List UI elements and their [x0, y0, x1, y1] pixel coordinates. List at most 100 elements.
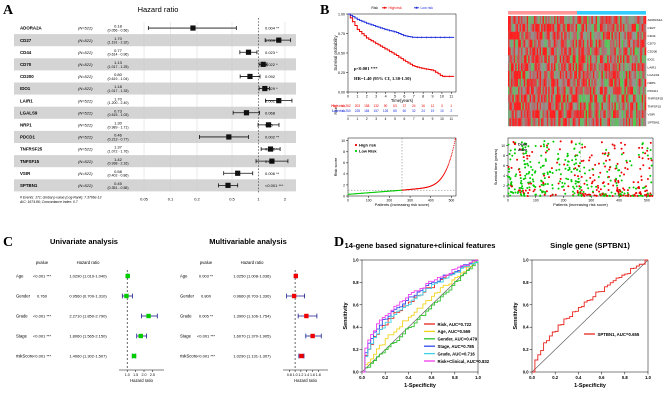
forest-row-hr-value: 0.73: [114, 108, 123, 113]
survival-scatter-point: [640, 178, 643, 181]
heatmap-cell: [548, 16, 550, 25]
heatmap-cell: [610, 16, 612, 25]
survival-scatter-point: [548, 170, 551, 173]
heatmap-cell: [612, 16, 615, 25]
survival-scatter-point: [547, 148, 550, 151]
heatmap-cell: [578, 86, 581, 95]
heatmap-cell: [625, 55, 628, 64]
forest-row-pvalue: 0.004 **: [265, 26, 280, 31]
survival-scatter-point: [624, 194, 627, 197]
heatmap-cell: [528, 102, 530, 111]
survival-scatter-point: [637, 181, 640, 184]
heatmap-cell: [542, 39, 545, 48]
heatmap-cell: [631, 71, 634, 80]
heatmap-cell: [558, 55, 560, 64]
heatmap-cell: [614, 47, 617, 56]
heatmap-cell: [546, 118, 549, 127]
risk-score-point: [455, 138, 457, 140]
heatmap-cell: [641, 94, 644, 103]
heatmap-cell: [546, 102, 549, 111]
survival-scatter-point: [571, 159, 574, 162]
heatmap-cell: [509, 94, 512, 103]
heatmap-cell: [601, 31, 604, 40]
heatmap-cell: [529, 63, 532, 72]
survival-scatter-point: [588, 169, 591, 172]
survival-scatter-point: [623, 173, 626, 176]
heatmap-cell: [543, 118, 546, 127]
survival-scatter-point: [529, 160, 532, 163]
heatmap-cell: [617, 78, 619, 87]
heatmap-cell: [538, 55, 540, 64]
heatmap-cell: [566, 16, 569, 25]
survival-scatter-point: [564, 159, 567, 162]
heatmap-cell: [621, 39, 624, 48]
heatmap-cell: [605, 55, 608, 64]
risk-table-title: Risk: [334, 107, 338, 114]
heatmap-cell: [568, 110, 571, 119]
heatmap-cell: [531, 86, 533, 95]
heatmap-cell: [512, 71, 514, 80]
heatmap-cell: [551, 63, 553, 72]
table-row-stripe: [14, 82, 296, 95]
panel-c-cox-analysis: Univariate analysis pvalue Hazard ratio Age…: [0, 228, 332, 404]
heatmap-cell: [598, 63, 601, 72]
heatmap-cell: [637, 86, 640, 95]
heatmap-cell: [608, 63, 611, 72]
panel-c-row-hazard-ratio: 1.0290 (1.131-1.307): [233, 354, 271, 359]
heatmap-cell: [615, 16, 618, 25]
survival-scatter-point: [607, 183, 610, 186]
heatmap-cell: [548, 94, 550, 103]
heatmap-cell: [611, 110, 614, 119]
heatmap-cell: [582, 118, 585, 127]
heatmap-cell: [526, 94, 529, 103]
heatmap-cell: [594, 78, 596, 87]
heatmap-cell: [581, 86, 583, 95]
heatmap-cell: [604, 118, 606, 127]
heatmap-cell: [621, 86, 624, 95]
panel-a-title: Hazard ratio: [138, 5, 179, 14]
heatmap-cell: [516, 23, 519, 32]
heatmap-cell: [617, 118, 619, 127]
heatmap-cell: [561, 94, 563, 103]
panel-c-row-hazard-ratio: 1.6070 (1.370-1.905): [233, 334, 271, 339]
survival-scatter-point: [581, 146, 584, 149]
heatmap-cell: [516, 39, 519, 48]
heatmap-cell: [601, 118, 604, 127]
survival-scatter-point: [647, 157, 650, 160]
heatmap-cell: [612, 71, 615, 80]
heatmap-cell: [518, 55, 520, 64]
heatmap-cell: [526, 47, 529, 56]
risk-score-point: [449, 158, 451, 160]
km-x-tick-label: 6: [403, 95, 405, 99]
survival-scatter-point: [546, 146, 549, 149]
heatmap-cell: [640, 78, 642, 87]
heatmap-cell: [554, 86, 556, 95]
heatmap-cell: [597, 118, 599, 127]
panel-c-row-pvalue: <0.001 ***: [33, 334, 52, 339]
heatmap-cell: [600, 86, 602, 95]
forest-point-estimate: [226, 134, 232, 140]
survival-scatter-point: [592, 173, 595, 176]
survival-scatter-point: [520, 179, 523, 182]
heatmap-cell: [561, 63, 563, 72]
forest-point-estimate: [225, 182, 231, 188]
survival-scatter-point: [588, 156, 591, 159]
heatmap-cell: [529, 110, 532, 119]
heatmap-cell: [582, 94, 585, 103]
heatmap-cell: [538, 102, 540, 111]
heatmap-cell: [631, 78, 634, 87]
survival-scatter-point: [580, 160, 583, 163]
survival-scatter-point: [521, 187, 524, 190]
heatmap-cell: [559, 47, 562, 56]
km-x-tick-label: 3: [375, 95, 377, 99]
km-legend-marker: [383, 6, 386, 9]
heatmap-cell: [579, 31, 582, 40]
survival-scatter-point: [520, 194, 523, 197]
heatmap-cell: [627, 86, 629, 95]
risk-table-count: 260: [345, 109, 351, 113]
forest-row-gene-label: CD70: [20, 62, 32, 67]
heatmap-cell: [644, 118, 647, 127]
panel-c-row-pvalue: <0.001 ***: [33, 274, 52, 279]
risk-score-point: [450, 157, 452, 159]
heatmap-cell: [548, 78, 550, 87]
